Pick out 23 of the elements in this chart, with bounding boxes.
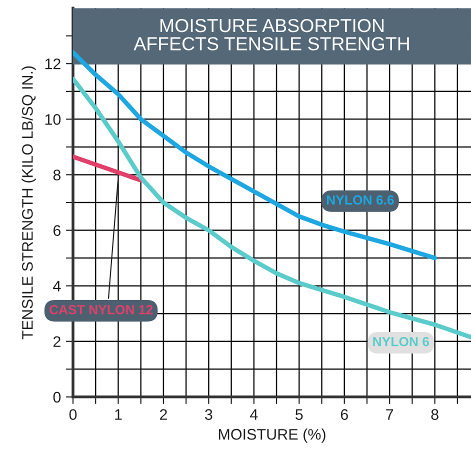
series-label: NYLON 6.6 <box>326 195 394 205</box>
y-tick-label: 2 <box>53 336 60 347</box>
line-series <box>73 50 438 260</box>
text: MOISTURE ABSORPTION AFFECTS TENSILE STRENGTH <box>134 18 409 50</box>
y-tick-label: 10 <box>45 114 61 125</box>
y-tick-label: 4 <box>53 280 61 292</box>
x-tick-label: 6 <box>340 409 348 420</box>
x-tick-label: 8 <box>431 409 438 420</box>
y-tick-label: 8 <box>53 170 61 180</box>
x-tick-label: 3 <box>205 409 212 420</box>
y-tick-label: 12 <box>45 58 60 70</box>
x-tick-label: 4 <box>250 409 258 420</box>
text: CAST NYLON 12 <box>50 305 153 314</box>
y-tick-label: 6 <box>53 225 61 236</box>
x-tick-label: 2 <box>160 409 167 420</box>
series-label: NYLON 6 <box>373 336 430 346</box>
y-axis-title: TENSILE STRENGTH (KILO LB/SQ IN.) <box>22 66 36 340</box>
x-tick-label: 5 <box>296 409 303 420</box>
x-tick-label: 1 <box>115 409 122 420</box>
x-axis-title: MOISTURE (%) <box>218 428 326 443</box>
x-tick-label: 0 <box>69 409 77 420</box>
x-tick-label: 7 <box>386 409 394 420</box>
y-tick-label: 0 <box>53 392 61 403</box>
